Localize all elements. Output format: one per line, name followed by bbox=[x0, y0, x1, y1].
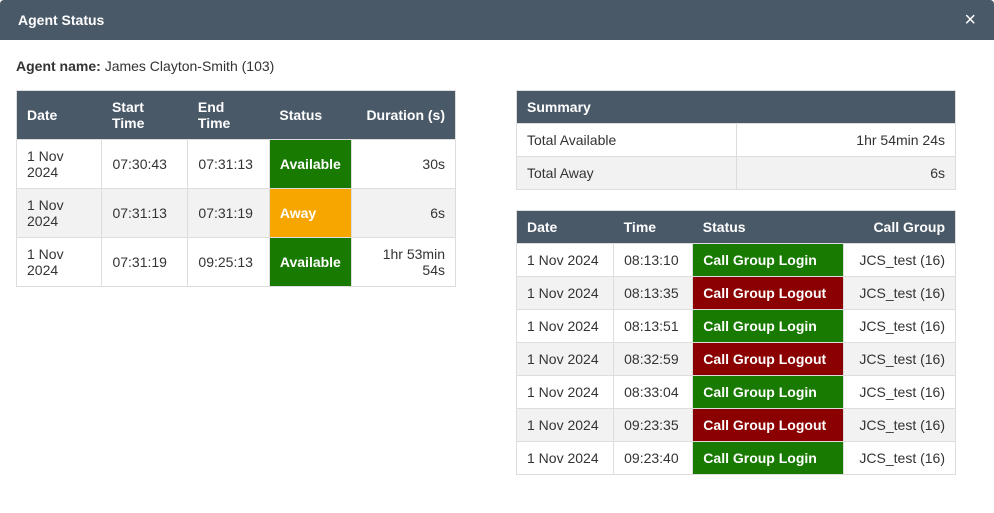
events-group-cell: JCS_test (16) bbox=[844, 409, 956, 442]
events-col-status: Status bbox=[693, 211, 844, 244]
history-duration-cell: 1hr 53min 54s bbox=[351, 238, 455, 287]
history-cell: 07:31:19 bbox=[102, 238, 188, 287]
events-status-cell: Call Group Logout bbox=[693, 409, 844, 442]
history-col-start: Start Time bbox=[102, 91, 188, 140]
events-cell: 1 Nov 2024 bbox=[517, 442, 614, 475]
summary-label: Total Available bbox=[517, 124, 737, 157]
close-button[interactable]: × bbox=[964, 10, 976, 30]
history-duration-cell: 30s bbox=[351, 140, 455, 189]
summary-row: Total Available1hr 54min 24s bbox=[517, 124, 956, 157]
events-group-cell: JCS_test (16) bbox=[844, 310, 956, 343]
summary-title: Summary bbox=[517, 91, 956, 124]
events-group-cell: JCS_test (16) bbox=[844, 376, 956, 409]
history-status-cell: Away bbox=[269, 189, 351, 238]
events-cell: 1 Nov 2024 bbox=[517, 310, 614, 343]
history-cell: 07:31:19 bbox=[188, 189, 269, 238]
events-cell: 1 Nov 2024 bbox=[517, 376, 614, 409]
history-duration-cell: 6s bbox=[351, 189, 455, 238]
summary-row: Total Away6s bbox=[517, 157, 956, 190]
history-row: 1 Nov 202407:31:1909:25:13Available1hr 5… bbox=[17, 238, 456, 287]
events-row: 1 Nov 202408:32:59Call Group LogoutJCS_t… bbox=[517, 343, 956, 376]
history-cell: 1 Nov 2024 bbox=[17, 238, 102, 287]
events-status-cell: Call Group Logout bbox=[693, 343, 844, 376]
events-row: 1 Nov 202408:13:51Call Group LoginJCS_te… bbox=[517, 310, 956, 343]
summary-header-row: Summary bbox=[517, 91, 956, 124]
events-status-cell: Call Group Logout bbox=[693, 277, 844, 310]
history-cell: 07:30:43 bbox=[102, 140, 188, 189]
events-group-cell: JCS_test (16) bbox=[844, 277, 956, 310]
history-col-date: Date bbox=[17, 91, 102, 140]
events-cell: 08:13:51 bbox=[614, 310, 693, 343]
events-cell: 08:32:59 bbox=[614, 343, 693, 376]
modal-header: Agent Status × bbox=[0, 0, 994, 40]
summary-label: Total Away bbox=[517, 157, 737, 190]
history-col-duration: Duration (s) bbox=[351, 91, 455, 140]
events-row: 1 Nov 202409:23:35Call Group LogoutJCS_t… bbox=[517, 409, 956, 442]
events-col-group: Call Group bbox=[844, 211, 956, 244]
history-cell: 1 Nov 2024 bbox=[17, 140, 102, 189]
history-cell: 09:25:13 bbox=[188, 238, 269, 287]
history-header-row: Date Start Time End Time Status Duration… bbox=[17, 91, 456, 140]
modal-body: Agent name: James Clayton-Smith (103) Da… bbox=[0, 40, 994, 513]
events-header-row: Date Time Status Call Group bbox=[517, 211, 956, 244]
events-row: 1 Nov 202408:13:35Call Group LogoutJCS_t… bbox=[517, 277, 956, 310]
history-row: 1 Nov 202407:31:1307:31:19Away6s bbox=[17, 189, 456, 238]
close-icon: × bbox=[964, 9, 976, 31]
events-status-cell: Call Group Login bbox=[693, 244, 844, 277]
history-table: Date Start Time End Time Status Duration… bbox=[16, 90, 456, 287]
left-column: Date Start Time End Time Status Duration… bbox=[16, 90, 456, 307]
summary-table: Summary Total Available1hr 54min 24sTota… bbox=[516, 90, 956, 190]
events-table: Date Time Status Call Group 1 Nov 202408… bbox=[516, 210, 956, 475]
events-status-cell: Call Group Login bbox=[693, 442, 844, 475]
agent-name-value: James Clayton-Smith (103) bbox=[105, 58, 275, 74]
events-row: 1 Nov 202409:23:40Call Group LoginJCS_te… bbox=[517, 442, 956, 475]
history-cell: 1 Nov 2024 bbox=[17, 189, 102, 238]
events-col-time: Time bbox=[614, 211, 693, 244]
history-status-cell: Available bbox=[269, 238, 351, 287]
events-row: 1 Nov 202408:13:10Call Group LoginJCS_te… bbox=[517, 244, 956, 277]
summary-value: 1hr 54min 24s bbox=[736, 124, 956, 157]
history-status-cell: Available bbox=[269, 140, 351, 189]
events-status-cell: Call Group Login bbox=[693, 376, 844, 409]
history-cell: 07:31:13 bbox=[188, 140, 269, 189]
events-cell: 09:23:40 bbox=[614, 442, 693, 475]
events-cell: 08:13:35 bbox=[614, 277, 693, 310]
history-cell: 07:31:13 bbox=[102, 189, 188, 238]
agent-name-line: Agent name: James Clayton-Smith (103) bbox=[16, 58, 978, 74]
columns: Date Start Time End Time Status Duration… bbox=[16, 90, 978, 495]
history-col-end: End Time bbox=[188, 91, 269, 140]
agent-status-modal: Agent Status × Agent name: James Clayton… bbox=[0, 0, 994, 513]
events-cell: 1 Nov 2024 bbox=[517, 409, 614, 442]
history-col-status: Status bbox=[269, 91, 351, 140]
agent-name-label: Agent name: bbox=[16, 58, 101, 74]
summary-value: 6s bbox=[736, 157, 956, 190]
events-row: 1 Nov 202408:33:04Call Group LoginJCS_te… bbox=[517, 376, 956, 409]
events-cell: 1 Nov 2024 bbox=[517, 244, 614, 277]
modal-title: Agent Status bbox=[18, 12, 104, 28]
events-group-cell: JCS_test (16) bbox=[844, 244, 956, 277]
events-col-date: Date bbox=[517, 211, 614, 244]
events-cell: 08:13:10 bbox=[614, 244, 693, 277]
events-group-cell: JCS_test (16) bbox=[844, 442, 956, 475]
history-row: 1 Nov 202407:30:4307:31:13Available30s bbox=[17, 140, 456, 189]
events-cell: 08:33:04 bbox=[614, 376, 693, 409]
events-cell: 1 Nov 2024 bbox=[517, 277, 614, 310]
events-group-cell: JCS_test (16) bbox=[844, 343, 956, 376]
events-status-cell: Call Group Login bbox=[693, 310, 844, 343]
events-cell: 1 Nov 2024 bbox=[517, 343, 614, 376]
right-column: Summary Total Available1hr 54min 24sTota… bbox=[516, 90, 956, 495]
events-cell: 09:23:35 bbox=[614, 409, 693, 442]
